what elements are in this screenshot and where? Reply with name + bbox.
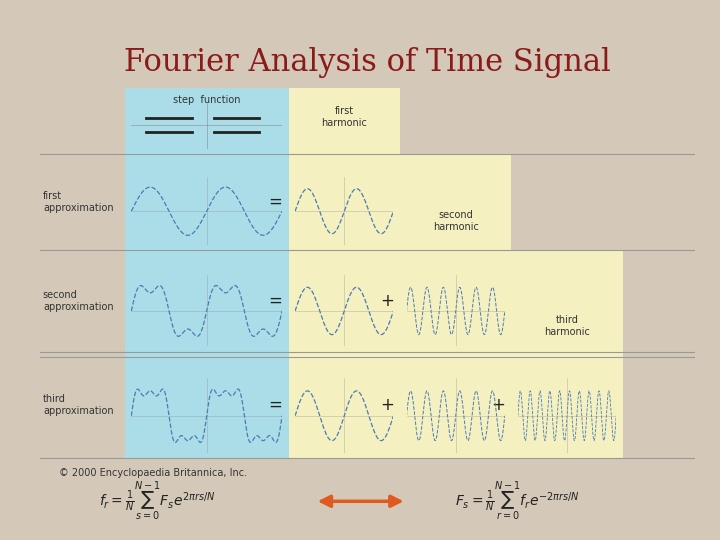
- Text: first
approximation: first approximation: [43, 191, 114, 213]
- Text: second
approximation: second approximation: [43, 290, 114, 312]
- FancyBboxPatch shape: [125, 250, 289, 352]
- Text: =: =: [269, 396, 282, 414]
- Text: +: +: [380, 396, 394, 414]
- FancyBboxPatch shape: [125, 352, 289, 458]
- FancyBboxPatch shape: [125, 153, 289, 250]
- FancyBboxPatch shape: [125, 87, 289, 153]
- Text: =: =: [269, 292, 282, 310]
- Text: $f_r = \frac{1}{N}\sum_{s=0}^{N-1} F_s e^{2\pi rs/N}$: $f_r = \frac{1}{N}\sum_{s=0}^{N-1} F_s e…: [99, 480, 216, 523]
- FancyBboxPatch shape: [289, 352, 400, 458]
- FancyBboxPatch shape: [289, 87, 400, 153]
- Text: step  function: step function: [173, 95, 240, 105]
- FancyArrowPatch shape: [321, 496, 400, 507]
- Text: =: =: [269, 193, 282, 211]
- FancyBboxPatch shape: [511, 250, 623, 352]
- Text: $F_s = \frac{1}{N}\sum_{r=0}^{N-1} f_r e^{-2\pi rs/N}$: $F_s = \frac{1}{N}\sum_{r=0}^{N-1} f_r e…: [456, 480, 580, 523]
- FancyBboxPatch shape: [400, 250, 511, 352]
- FancyBboxPatch shape: [511, 352, 623, 458]
- FancyBboxPatch shape: [400, 153, 511, 250]
- Text: third
harmonic: third harmonic: [544, 315, 590, 337]
- Text: second
harmonic: second harmonic: [433, 210, 479, 232]
- Text: first
harmonic: first harmonic: [321, 106, 367, 128]
- FancyBboxPatch shape: [289, 153, 400, 250]
- Text: Fourier Analysis of Time Signal: Fourier Analysis of Time Signal: [124, 47, 611, 78]
- FancyBboxPatch shape: [400, 352, 511, 458]
- FancyBboxPatch shape: [289, 250, 400, 352]
- Text: +: +: [380, 292, 394, 310]
- Text: © 2000 Encyclopaedia Britannica, Inc.: © 2000 Encyclopaedia Britannica, Inc.: [59, 468, 248, 478]
- Text: third
approximation: third approximation: [43, 394, 114, 416]
- Text: +: +: [491, 396, 505, 414]
